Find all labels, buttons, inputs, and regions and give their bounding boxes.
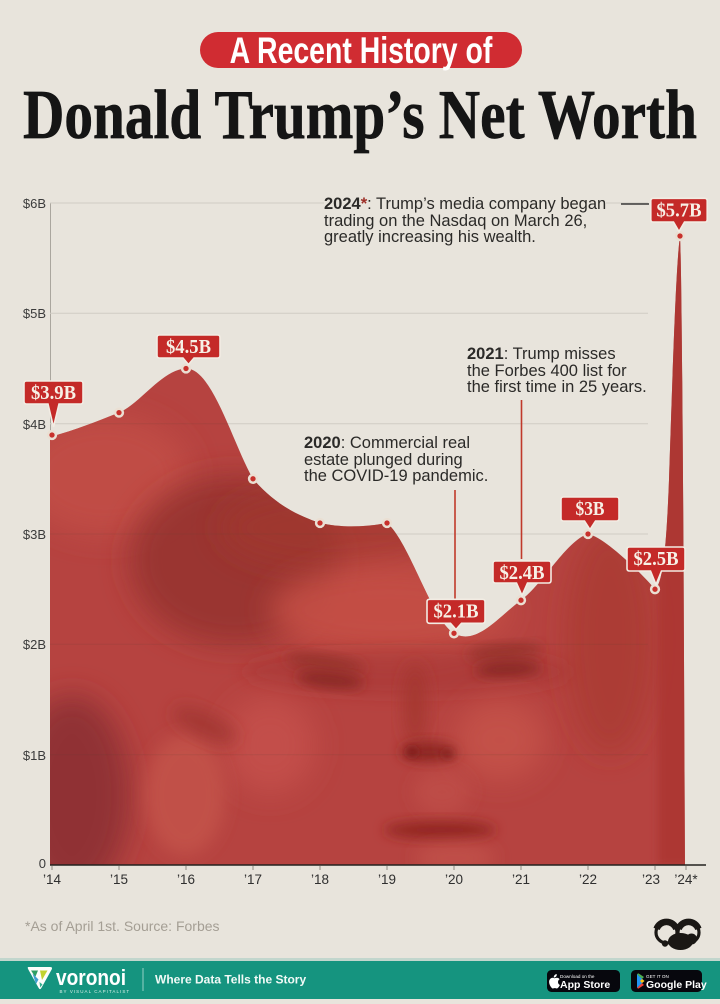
svg-text:Where Data Tells the Story: Where Data Tells the Story bbox=[155, 973, 306, 987]
svg-text:$4.5B: $4.5B bbox=[166, 336, 211, 358]
svg-text:BY VISUAL CAPITALIST: BY VISUAL CAPITALIST bbox=[60, 989, 131, 994]
svg-text:$5.7B: $5.7B bbox=[657, 200, 702, 222]
svg-text:Download on the: Download on the bbox=[560, 974, 595, 979]
svg-text:$2.5B: $2.5B bbox=[634, 548, 679, 570]
svg-text:Google Play: Google Play bbox=[646, 979, 707, 991]
svg-text:voronoi: voronoi bbox=[56, 965, 126, 990]
svg-text:$3.9B: $3.9B bbox=[31, 382, 76, 404]
svg-text:$2.4B: $2.4B bbox=[500, 562, 545, 584]
svg-text:$3B: $3B bbox=[576, 498, 605, 520]
svg-text:GET IT ON: GET IT ON bbox=[646, 974, 669, 979]
svg-text:$2.1B: $2.1B bbox=[434, 601, 479, 623]
svg-text:App Store: App Store bbox=[560, 979, 610, 991]
